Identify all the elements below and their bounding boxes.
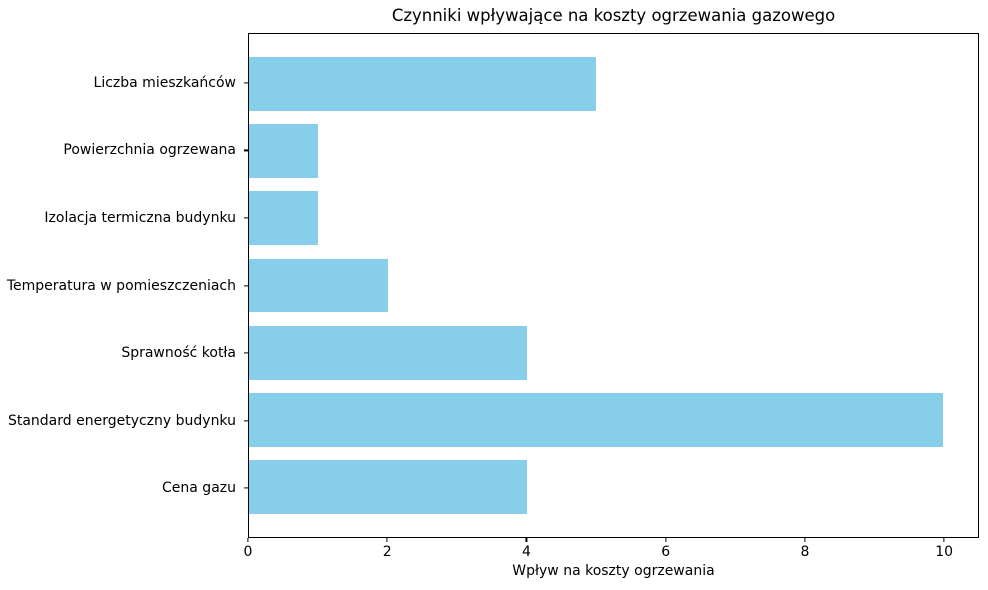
y-tick-mark-2	[244, 217, 248, 219]
y-tick-label-4: Sprawność kotła	[121, 345, 236, 361]
bar-2	[249, 191, 319, 246]
y-tick-mark-5	[244, 419, 248, 422]
x-tick-mark-3	[665, 538, 667, 542]
x-axis-title: Wpływ na koszty ogrzewania	[512, 563, 715, 579]
bar-6	[249, 460, 527, 515]
y-tick-label-5: Standard energetyczny budynku	[7, 412, 236, 429]
x-tick-label-5: 10	[935, 544, 954, 560]
y-tick-mark-4	[244, 352, 248, 354]
y-tick-mark-3	[244, 284, 248, 287]
y-axis-labels: Liczba mieszkańców Powierzchnia ogrzewana…	[0, 33, 248, 538]
x-axis-ticks: 0 2 4 6 8 10	[244, 538, 979, 564]
x-tick-label-4: 8	[800, 544, 810, 560]
bar-0	[249, 56, 597, 111]
x-tick-mark-2	[525, 538, 528, 542]
y-tick-label-3: Temperatura w pomieszczeniach	[6, 277, 236, 294]
x-tick-label-1: 2	[382, 544, 392, 560]
x-tick-label-3: 6	[661, 544, 671, 560]
bar-1	[249, 124, 319, 178]
y-tick-mark-1	[244, 149, 248, 152]
x-tick-mark-1	[386, 538, 388, 542]
plot-area	[248, 33, 979, 538]
bar-4	[249, 325, 527, 380]
y-tick-mark-0	[244, 82, 248, 84]
x-tick-label-2: 4	[522, 544, 531, 560]
bar-5	[249, 393, 944, 447]
x-tick-label-0: 0	[243, 544, 253, 560]
x-tick-mark-4	[804, 538, 806, 542]
chart-title: Czynniki wpływające na koszty ogrzewania…	[391, 6, 836, 25]
y-tick-label-0: Liczba mieszkańców	[93, 74, 236, 91]
y-tick-label-1: Powierzchnia ogrzewana	[63, 142, 236, 159]
x-tick-mark-0	[247, 538, 249, 542]
y-tick-label-2: Izolacja termiczna budynku	[44, 209, 236, 226]
bar-3	[249, 258, 388, 313]
y-tick-mark-6	[244, 487, 248, 489]
x-tick-mark-5	[943, 538, 945, 542]
y-tick-label-6: Cena gazu	[162, 480, 236, 497]
